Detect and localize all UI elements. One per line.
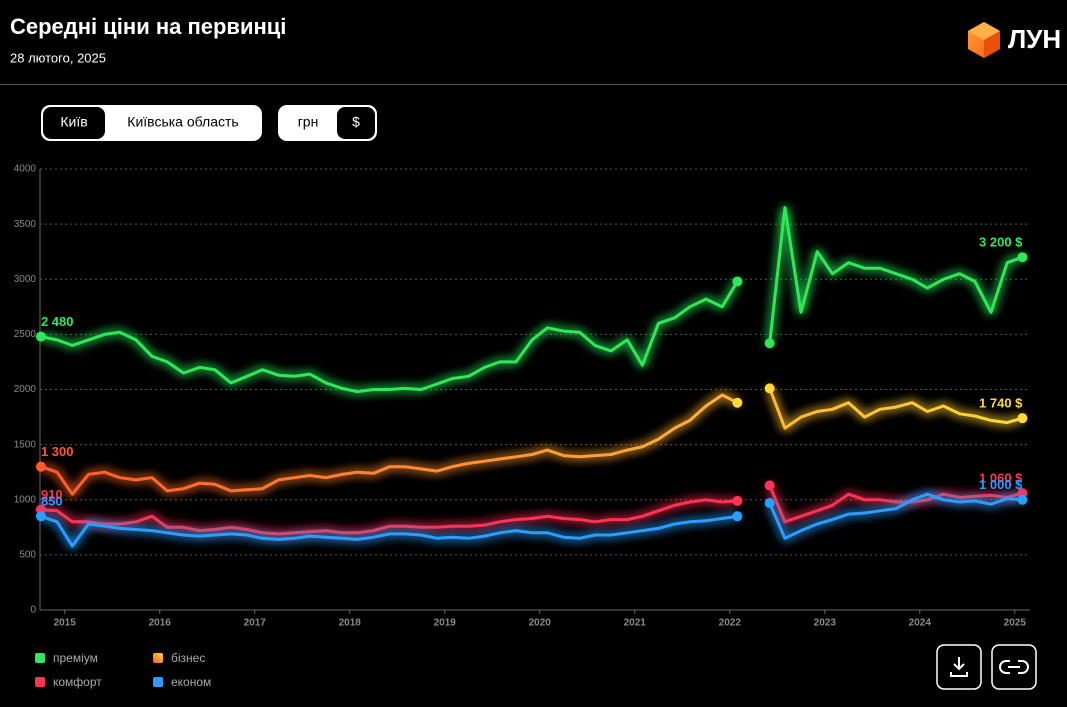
title: Середні ціни на первинці	[10, 14, 286, 39]
legend-swatch	[35, 677, 45, 687]
legend-label: преміум	[53, 651, 98, 665]
x-tick-label: 2022	[719, 618, 742, 629]
end-point	[1017, 252, 1028, 263]
logo-text: ЛУН	[1008, 24, 1061, 54]
value-label: 1 000 $	[979, 477, 1023, 492]
legend-swatch	[153, 653, 163, 663]
end-point	[1017, 494, 1028, 505]
plot: 0 500 1000 1500 2000 2500 3000 3500 4000 2015 2016…	[14, 164, 1030, 629]
x-tick-label: 2019	[434, 618, 457, 629]
y-tick-label: 500	[19, 550, 36, 561]
end-point	[35, 331, 46, 342]
value-label: 1 300	[41, 444, 74, 459]
end-point	[732, 397, 743, 408]
x-tick-label: 2023	[814, 618, 837, 629]
end-point	[732, 495, 743, 506]
x-tick-label: 2015	[54, 618, 77, 629]
y-tick-label: 1500	[14, 439, 37, 450]
value-label: 1 060 $	[979, 471, 1023, 486]
series-line	[39, 386, 1024, 496]
y-tick-label: 1000	[14, 494, 37, 505]
x-tick-label: 2021	[624, 618, 647, 629]
currency-option-selected[interactable]	[337, 107, 375, 139]
logo-icon	[968, 22, 1000, 58]
y-tick-label: 3000	[14, 274, 37, 285]
end-point	[764, 498, 775, 509]
currency-option[interactable]: грн	[298, 114, 319, 130]
x-tick-label: 2016	[149, 618, 172, 629]
download-button[interactable]	[936, 644, 982, 690]
series-line	[39, 492, 1024, 548]
end-point	[35, 461, 46, 472]
region-option[interactable]: Київ	[60, 114, 87, 130]
x-tick-label: 2017	[244, 618, 267, 629]
y-tick-label: 0	[30, 605, 36, 616]
legend-swatch	[153, 677, 163, 687]
end-point	[764, 338, 775, 349]
y-tick-label: 3500	[14, 219, 37, 230]
end-point	[732, 276, 743, 287]
value-label: 3 200 $	[979, 235, 1023, 250]
x-tick-label: 2018	[339, 618, 362, 629]
end-point	[764, 383, 775, 394]
legend-label: комфорт	[53, 675, 102, 689]
link-button[interactable]	[991, 644, 1037, 690]
legend-label: бізнес	[171, 651, 205, 665]
end-point	[1017, 413, 1028, 424]
x-tick-label: 2020	[529, 618, 552, 629]
subtitle: 28 лютого, 2025	[10, 50, 106, 65]
series-line	[39, 483, 1024, 536]
y-tick-label: 2500	[14, 329, 37, 340]
value-label: 850	[41, 494, 63, 509]
x-tick-label: 2025	[1004, 618, 1027, 629]
end-point	[732, 511, 743, 522]
region-option-selected[interactable]	[43, 107, 105, 139]
currency-option[interactable]: $	[352, 114, 360, 130]
y-tick-label: 4000	[14, 164, 37, 175]
series-line	[39, 206, 1024, 394]
end-point	[764, 480, 775, 491]
x-tick-label: 2024	[909, 618, 932, 629]
end-point	[35, 511, 46, 522]
value-label: 2 480	[41, 314, 74, 329]
value-label: 1 740 $	[979, 396, 1023, 411]
legend-swatch	[35, 653, 45, 663]
region-option[interactable]: Київська область	[127, 114, 238, 130]
legend-label: економ	[171, 675, 211, 689]
value-label: 910	[41, 487, 63, 502]
y-tick-label: 2000	[14, 384, 37, 395]
